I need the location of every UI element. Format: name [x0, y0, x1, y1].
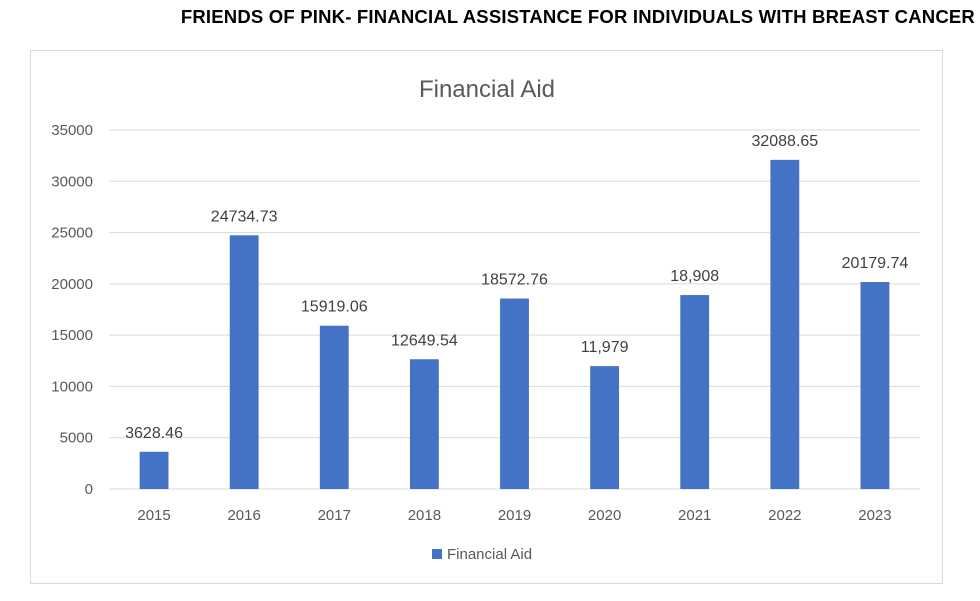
- y-tick-label: 10000: [51, 378, 93, 395]
- x-tick-label: 2019: [498, 507, 531, 524]
- data-label: 15919.06: [301, 299, 368, 316]
- y-tick-label: 30000: [51, 173, 93, 190]
- x-tick-label: 2017: [318, 507, 351, 524]
- y-tick-label: 35000: [51, 122, 93, 139]
- data-label: 20179.74: [842, 255, 909, 272]
- page-title: FRIENDS OF PINK- FINANCIAL ASSISTANCE FO…: [180, 6, 975, 27]
- data-labels: 3628.46 24734.73 15919.06 12649.54 18572.76 1…: [125, 133, 908, 442]
- bar: [860, 282, 890, 489]
- data-label: 3628.46: [125, 425, 183, 442]
- legend: Financial Aid: [432, 546, 532, 563]
- y-tick-label: 20000: [51, 276, 93, 293]
- chart-title: Financial Aid: [419, 76, 555, 103]
- x-tick-label: 2020: [588, 507, 621, 524]
- x-tick-label: 2015: [137, 507, 170, 524]
- legend-swatch: [432, 549, 442, 559]
- bar: [409, 359, 439, 489]
- bar-chart: Financial Aid 0 5000 10000 15000 20000 25000 3…: [51, 76, 920, 563]
- y-tick-label: 5000: [60, 430, 93, 447]
- y-tick-label: 15000: [51, 327, 93, 344]
- bars: [139, 159, 890, 489]
- x-tick-label: 2021: [678, 507, 711, 524]
- x-axis-ticks: 2015 2016 2017 2018 2019 2020 2021 2022 2023: [137, 507, 891, 524]
- data-label: 12649.54: [391, 332, 458, 349]
- x-tick-label: 2018: [408, 507, 441, 524]
- bar: [590, 366, 620, 489]
- bar: [500, 298, 529, 489]
- data-label: 11,979: [581, 339, 629, 356]
- chart-area: Financial Aid 0 5000 10000 15000 20000 25000 3…: [30, 50, 943, 584]
- bar: [770, 159, 800, 489]
- bar: [680, 295, 710, 489]
- data-label: 18572.76: [481, 271, 548, 288]
- legend-label: Financial Aid: [447, 546, 532, 563]
- x-tick-label: 2016: [227, 507, 260, 524]
- x-tick-label: 2023: [858, 507, 891, 524]
- data-label: 24734.73: [211, 208, 278, 225]
- y-tick-label: 25000: [51, 225, 93, 242]
- bar: [139, 451, 169, 489]
- data-label: 18,908: [670, 268, 719, 285]
- y-axis-ticks: 0 5000 10000 15000 20000 25000 30000 35000: [51, 122, 93, 498]
- x-tick-label: 2022: [768, 507, 801, 524]
- data-label: 32088.65: [751, 133, 818, 150]
- bar: [229, 235, 259, 489]
- y-tick-label: 0: [85, 481, 93, 498]
- bar: [319, 325, 349, 489]
